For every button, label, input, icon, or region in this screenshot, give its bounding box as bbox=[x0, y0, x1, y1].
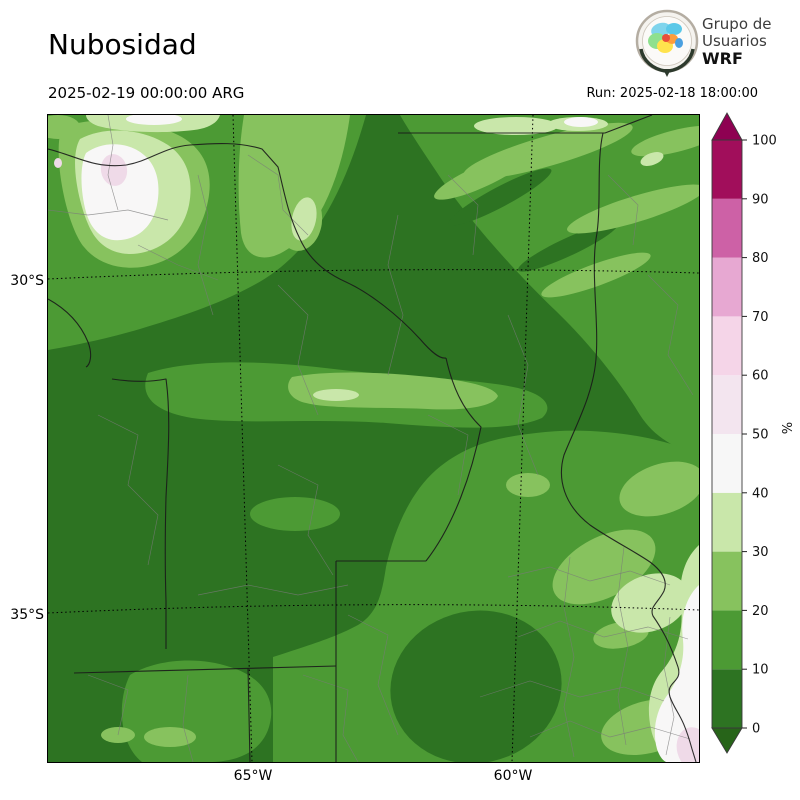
colorbar-tick-label: 20 bbox=[752, 604, 769, 619]
colorbar: 0 10 20 30 40 50 60 70 80 90 100% bbox=[706, 110, 800, 770]
colorbar-tick-label: 60 bbox=[752, 369, 769, 384]
colorbar-tick-label: 50 bbox=[752, 428, 769, 443]
logo-line-3: WRF bbox=[702, 49, 743, 68]
colorbar-tick-label: 100 bbox=[752, 134, 777, 149]
colorbar-over-arrow bbox=[711, 112, 743, 141]
colorbar-segment-50-60 bbox=[712, 375, 742, 434]
logo-line-2: Usuarios bbox=[702, 32, 767, 50]
colorbar-segment-90-100 bbox=[712, 140, 742, 199]
colorbar-segment-0-10 bbox=[712, 669, 742, 728]
map-canvas bbox=[47, 114, 700, 763]
logo-line-1: Grupo de bbox=[702, 15, 772, 33]
colorbar-segment-80-90 bbox=[712, 198, 742, 258]
cloud-cover-map bbox=[48, 115, 699, 762]
colorbar-segment-70-80 bbox=[712, 257, 742, 317]
lon-label-65w: 65°W bbox=[233, 768, 273, 784]
colorbar-tick-label: 0 bbox=[752, 722, 760, 737]
colorbar-segment-20-30 bbox=[712, 551, 742, 611]
page-title: Nubosidad bbox=[48, 28, 197, 61]
colorbar-tick-label: 70 bbox=[752, 310, 769, 325]
colorbar-svg: 0 10 20 30 40 50 60 70 80 90 100% bbox=[711, 112, 793, 754]
colorbar-segment-40-50 bbox=[712, 434, 742, 493]
colorbar-segment-10-20 bbox=[712, 610, 742, 670]
wrf-logo bbox=[635, 9, 699, 77]
colorbar-tick-label: 40 bbox=[752, 486, 769, 501]
province-borders bbox=[48, 115, 697, 762]
department-boundaries bbox=[48, 115, 694, 762]
colorbar-tick-label: 90 bbox=[752, 192, 769, 207]
colorbar-tick-label: 30 bbox=[752, 545, 769, 560]
run-time-label: Run: 2025-02-18 18:00:00 bbox=[586, 86, 758, 101]
colorbar-tick-label: 80 bbox=[752, 251, 769, 266]
lat-label-35s: 35°S bbox=[10, 607, 44, 623]
lon-label-60w: 60°W bbox=[493, 768, 533, 784]
colorbar-segment-30-40 bbox=[712, 492, 742, 552]
colorbar-tick-label: 10 bbox=[752, 663, 769, 678]
colorbar-under-arrow bbox=[711, 727, 743, 754]
colorbar-segment-60-70 bbox=[712, 316, 742, 376]
colorbar-unit-label: % bbox=[778, 422, 793, 434]
graticule bbox=[48, 115, 699, 762]
valid-time-label: 2025-02-19 00:00:00 ARG bbox=[48, 84, 245, 102]
lat-label-30s: 30°S bbox=[10, 273, 44, 289]
logo-text: Grupo de Usuarios WRF bbox=[702, 15, 772, 68]
